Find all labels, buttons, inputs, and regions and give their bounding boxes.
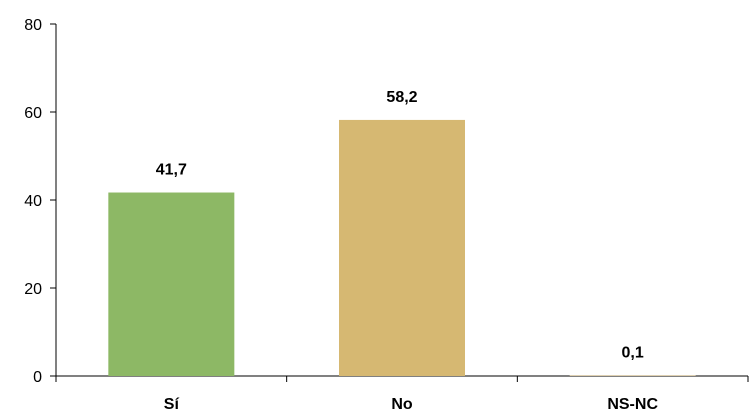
x-axis [55,375,749,382]
bar-s- [108,192,235,376]
y-tick-label: 0 [33,369,42,386]
y-tick-label: 60 [24,105,42,122]
data-label: 41,7 [156,162,187,179]
y-tick-label: 20 [24,281,42,298]
category-label: NS-NC [607,396,658,413]
bars [108,119,696,377]
category-label: No [391,396,413,413]
data-label: 58,2 [386,89,417,106]
category-labels: Sí No NS-NC [164,396,659,413]
y-tick-label: 80 [24,17,42,34]
data-label: 0,1 [622,345,644,362]
data-labels: 41,7 58,2 0,1 [156,89,644,362]
category-label: Sí [164,396,180,413]
bar-no [339,119,465,377]
y-tick-label: 40 [24,193,42,210]
y-axis: 0 20 40 60 80 [24,17,57,386]
